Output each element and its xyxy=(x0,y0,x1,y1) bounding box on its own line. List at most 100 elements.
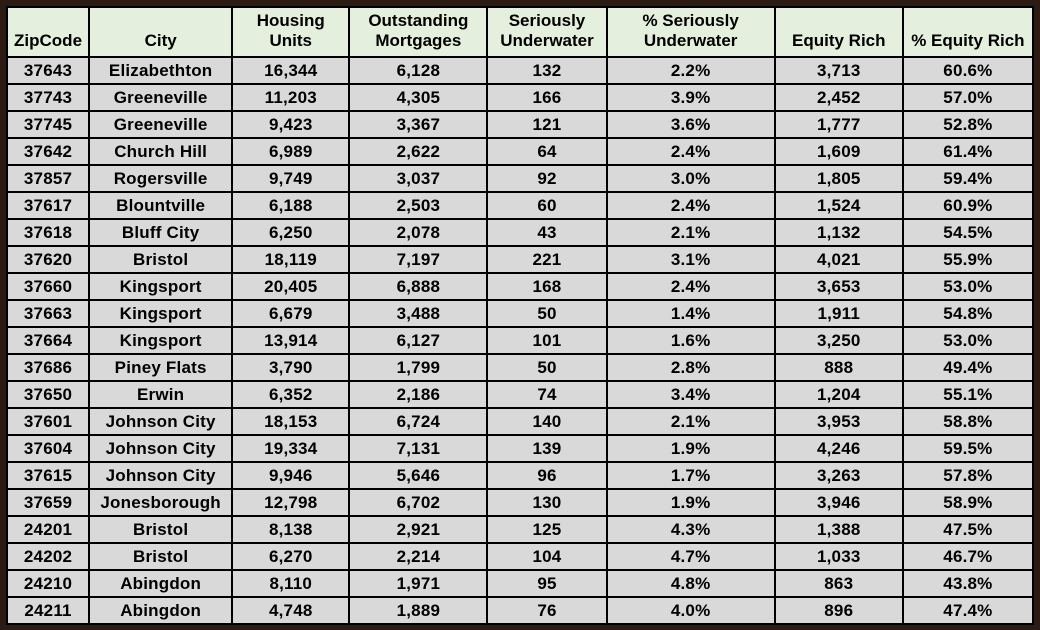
cell-housing_units[interactable]: 12,798 xyxy=(231,488,351,517)
cell-outstanding_mortgages[interactable]: 1,799 xyxy=(348,353,489,382)
cell-outstanding_mortgages[interactable]: 4,305 xyxy=(348,83,489,112)
cell-outstanding_mortgages[interactable]: 3,037 xyxy=(348,164,489,193)
cell-pct_seriously_underwater[interactable]: 4.0% xyxy=(605,596,776,625)
cell-pct_seriously_underwater[interactable]: 1.7% xyxy=(605,461,776,490)
cell-seriously_underwater[interactable]: 121 xyxy=(486,110,608,139)
cell-seriously_underwater[interactable]: 168 xyxy=(486,272,608,301)
cell-pct_equity_rich[interactable]: 43.8% xyxy=(901,569,1035,598)
cell-pct_equity_rich[interactable]: 59.4% xyxy=(901,164,1035,193)
cell-city[interactable]: Abingdon xyxy=(88,569,234,598)
cell-zipcode[interactable]: 37659 xyxy=(5,488,91,517)
cell-zipcode[interactable]: 37643 xyxy=(5,56,91,85)
column-header-seriously_underwater[interactable]: Seriously Underwater xyxy=(486,6,608,58)
cell-zipcode[interactable]: 37604 xyxy=(5,434,91,463)
cell-city[interactable]: Erwin xyxy=(88,380,234,409)
cell-city[interactable]: Johnson City xyxy=(88,434,234,463)
cell-outstanding_mortgages[interactable]: 2,214 xyxy=(348,542,489,571)
cell-outstanding_mortgages[interactable]: 3,367 xyxy=(348,110,489,139)
cell-outstanding_mortgages[interactable]: 7,131 xyxy=(348,434,489,463)
cell-city[interactable]: Church Hill xyxy=(88,137,234,166)
cell-outstanding_mortgages[interactable]: 5,646 xyxy=(348,461,489,490)
cell-pct_equity_rich[interactable]: 49.4% xyxy=(901,353,1035,382)
cell-city[interactable]: Bristol xyxy=(88,515,234,544)
column-header-pct_seriously_underwater[interactable]: % Seriously Underwater xyxy=(605,6,776,58)
cell-pct_seriously_underwater[interactable]: 4.7% xyxy=(605,542,776,571)
cell-housing_units[interactable]: 6,679 xyxy=(231,299,351,328)
cell-seriously_underwater[interactable]: 74 xyxy=(486,380,608,409)
cell-equity_rich[interactable]: 863 xyxy=(773,569,904,598)
cell-pct_equity_rich[interactable]: 55.1% xyxy=(901,380,1035,409)
cell-seriously_underwater[interactable]: 104 xyxy=(486,542,608,571)
cell-pct_equity_rich[interactable]: 54.5% xyxy=(901,218,1035,247)
cell-city[interactable]: Greeneville xyxy=(88,83,234,112)
cell-equity_rich[interactable]: 3,953 xyxy=(773,407,904,436)
cell-pct_equity_rich[interactable]: 58.9% xyxy=(901,488,1035,517)
cell-housing_units[interactable]: 3,790 xyxy=(231,353,351,382)
cell-equity_rich[interactable]: 1,132 xyxy=(773,218,904,247)
cell-housing_units[interactable]: 16,344 xyxy=(231,56,351,85)
cell-seriously_underwater[interactable]: 50 xyxy=(486,299,608,328)
cell-outstanding_mortgages[interactable]: 6,888 xyxy=(348,272,489,301)
cell-zipcode[interactable]: 37620 xyxy=(5,245,91,274)
cell-housing_units[interactable]: 6,250 xyxy=(231,218,351,247)
cell-zipcode[interactable]: 37615 xyxy=(5,461,91,490)
cell-pct_seriously_underwater[interactable]: 4.3% xyxy=(605,515,776,544)
cell-city[interactable]: Abingdon xyxy=(88,596,234,625)
cell-city[interactable]: Rogersville xyxy=(88,164,234,193)
cell-housing_units[interactable]: 9,423 xyxy=(231,110,351,139)
cell-city[interactable]: Jonesborough xyxy=(88,488,234,517)
cell-pct_seriously_underwater[interactable]: 2.4% xyxy=(605,191,776,220)
cell-housing_units[interactable]: 6,989 xyxy=(231,137,351,166)
cell-pct_seriously_underwater[interactable]: 1.4% xyxy=(605,299,776,328)
cell-city[interactable]: Piney Flats xyxy=(88,353,234,382)
cell-zipcode[interactable]: 37686 xyxy=(5,353,91,382)
cell-housing_units[interactable]: 6,352 xyxy=(231,380,351,409)
cell-seriously_underwater[interactable]: 132 xyxy=(486,56,608,85)
cell-housing_units[interactable]: 18,119 xyxy=(231,245,351,274)
cell-pct_seriously_underwater[interactable]: 1.9% xyxy=(605,434,776,463)
cell-pct_equity_rich[interactable]: 47.5% xyxy=(901,515,1035,544)
cell-equity_rich[interactable]: 3,653 xyxy=(773,272,904,301)
cell-seriously_underwater[interactable]: 139 xyxy=(486,434,608,463)
cell-housing_units[interactable]: 13,914 xyxy=(231,326,351,355)
cell-seriously_underwater[interactable]: 92 xyxy=(486,164,608,193)
cell-outstanding_mortgages[interactable]: 7,197 xyxy=(348,245,489,274)
cell-equity_rich[interactable]: 2,452 xyxy=(773,83,904,112)
cell-housing_units[interactable]: 8,138 xyxy=(231,515,351,544)
cell-zipcode[interactable]: 37618 xyxy=(5,218,91,247)
cell-zipcode[interactable]: 37745 xyxy=(5,110,91,139)
column-header-outstanding_mortgages[interactable]: Outstanding Mortgages xyxy=(348,6,489,58)
cell-city[interactable]: Bristol xyxy=(88,542,234,571)
cell-housing_units[interactable]: 9,749 xyxy=(231,164,351,193)
cell-zipcode[interactable]: 37743 xyxy=(5,83,91,112)
cell-outstanding_mortgages[interactable]: 3,488 xyxy=(348,299,489,328)
cell-city[interactable]: Bluff City xyxy=(88,218,234,247)
cell-seriously_underwater[interactable]: 96 xyxy=(486,461,608,490)
cell-pct_equity_rich[interactable]: 53.0% xyxy=(901,326,1035,355)
cell-housing_units[interactable]: 20,405 xyxy=(231,272,351,301)
cell-outstanding_mortgages[interactable]: 2,622 xyxy=(348,137,489,166)
cell-pct_seriously_underwater[interactable]: 1.9% xyxy=(605,488,776,517)
cell-pct_equity_rich[interactable]: 55.9% xyxy=(901,245,1035,274)
cell-zipcode[interactable]: 37642 xyxy=(5,137,91,166)
cell-seriously_underwater[interactable]: 95 xyxy=(486,569,608,598)
cell-pct_equity_rich[interactable]: 46.7% xyxy=(901,542,1035,571)
cell-pct_equity_rich[interactable]: 53.0% xyxy=(901,272,1035,301)
cell-seriously_underwater[interactable]: 101 xyxy=(486,326,608,355)
cell-pct_equity_rich[interactable]: 57.8% xyxy=(901,461,1035,490)
cell-equity_rich[interactable]: 3,713 xyxy=(773,56,904,85)
cell-seriously_underwater[interactable]: 140 xyxy=(486,407,608,436)
cell-pct_seriously_underwater[interactable]: 2.1% xyxy=(605,407,776,436)
column-header-housing_units[interactable]: Housing Units xyxy=(231,6,351,58)
cell-pct_equity_rich[interactable]: 47.4% xyxy=(901,596,1035,625)
cell-city[interactable]: Johnson City xyxy=(88,461,234,490)
cell-outstanding_mortgages[interactable]: 6,702 xyxy=(348,488,489,517)
cell-city[interactable]: Bristol xyxy=(88,245,234,274)
cell-pct_equity_rich[interactable]: 60.6% xyxy=(901,56,1035,85)
cell-outstanding_mortgages[interactable]: 6,128 xyxy=(348,56,489,85)
cell-zipcode[interactable]: 37664 xyxy=(5,326,91,355)
cell-equity_rich[interactable]: 3,946 xyxy=(773,488,904,517)
cell-equity_rich[interactable]: 3,263 xyxy=(773,461,904,490)
cell-seriously_underwater[interactable]: 60 xyxy=(486,191,608,220)
cell-seriously_underwater[interactable]: 130 xyxy=(486,488,608,517)
